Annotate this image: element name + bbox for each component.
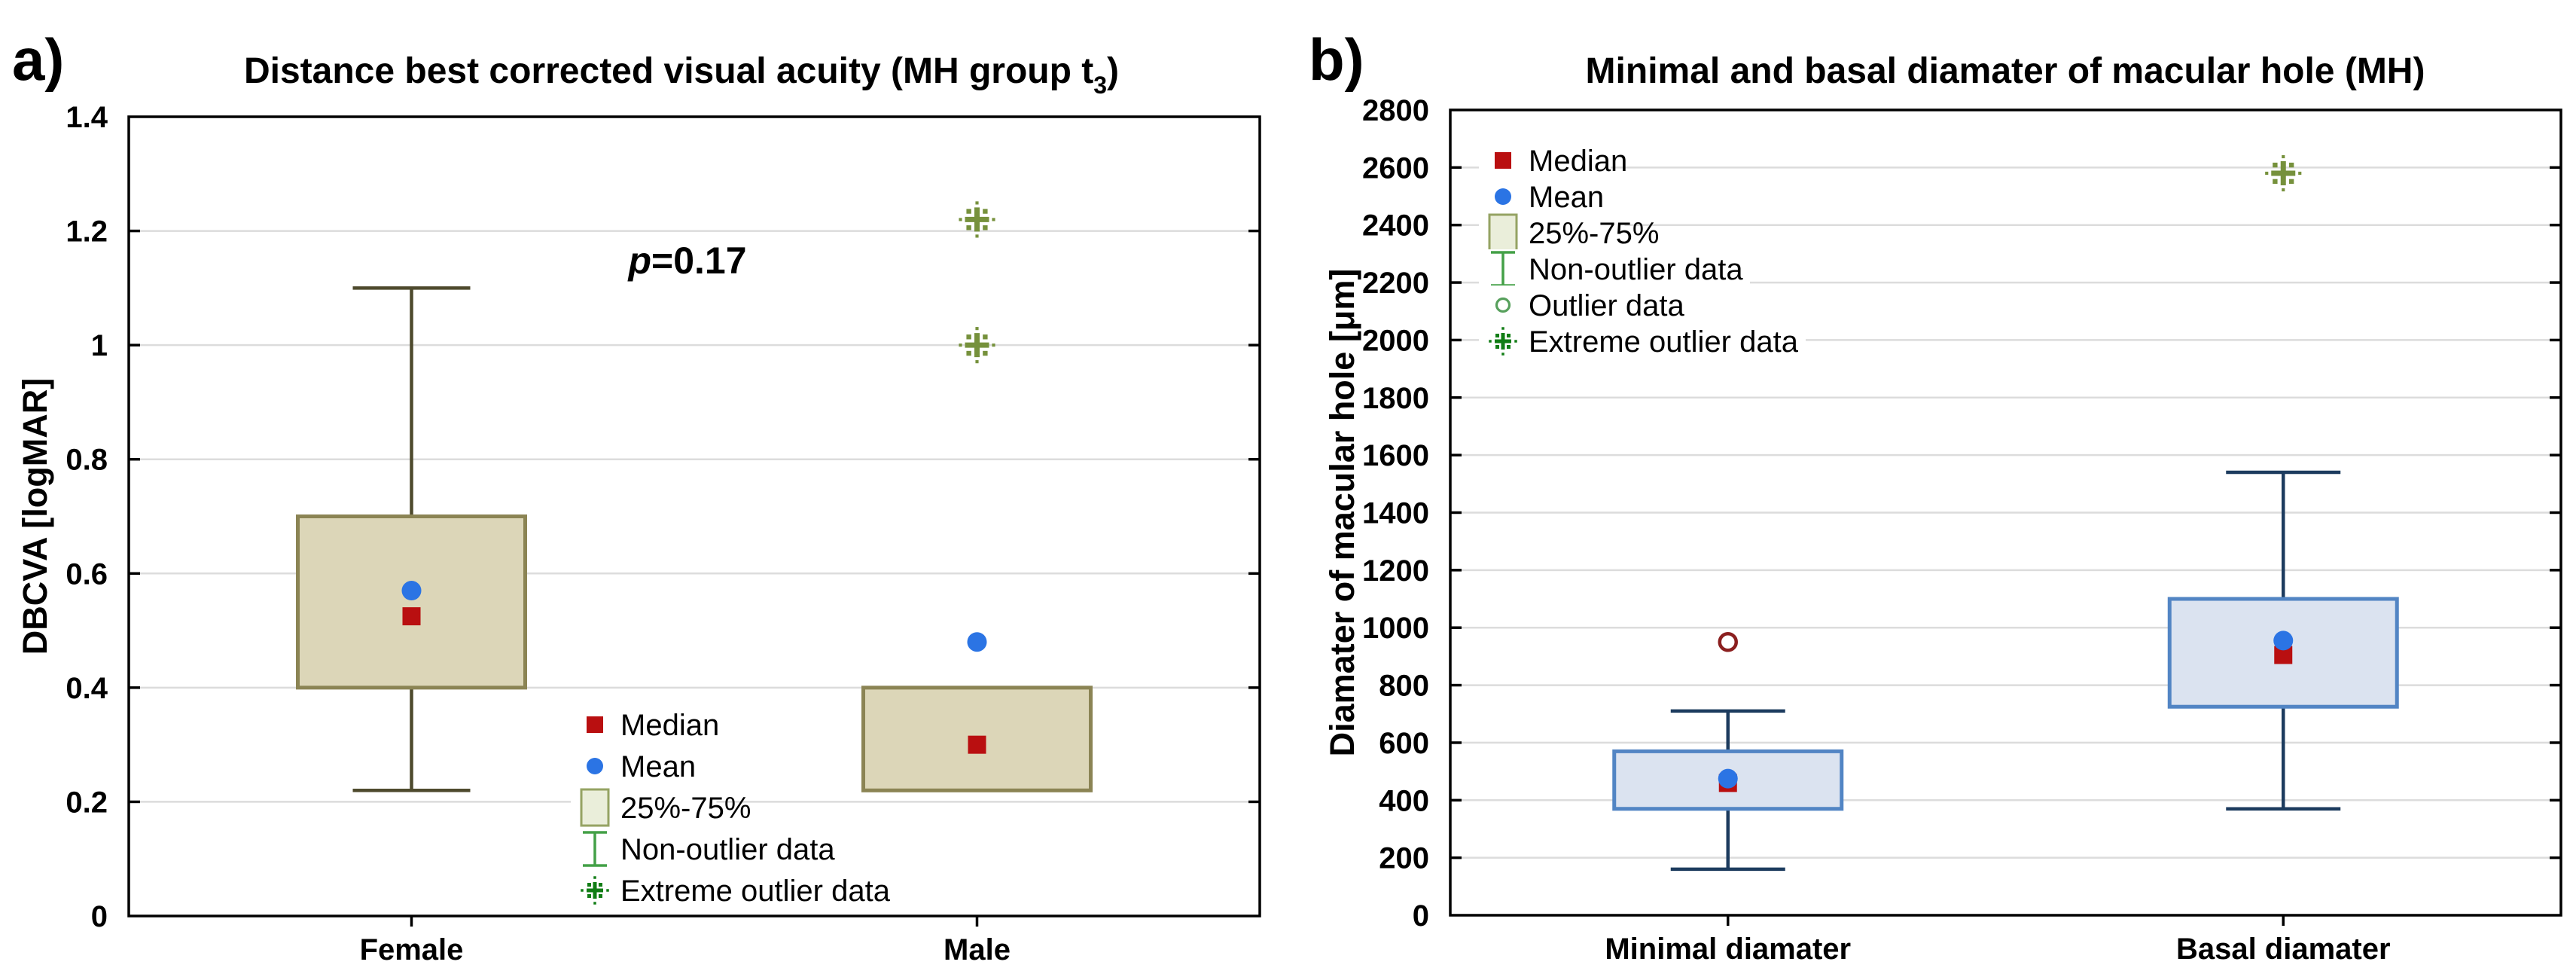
legend-item-label: Extreme outlier data [620,875,891,908]
category-label: Female [360,933,464,966]
y-axis-label: DBCVA [logMAR] [16,378,54,655]
legend-item-label: Extreme outlier data [1529,325,1799,359]
mean-marker [2273,631,2294,651]
y-tick-label: 1.2 [66,215,108,249]
y-tick-label: 1.4 [66,101,108,134]
panel-b-label: b) [1309,26,1364,93]
y-tick-label: 800 [1379,670,1429,703]
legend-mean-icon [587,758,603,774]
legend-median-icon [1495,152,1511,169]
legend-item-label: 25%-75% [620,792,751,825]
legend-item-label: Median [1529,145,1627,178]
panel-b-title: Minimal and basal diamater of macular ho… [1586,51,2425,91]
iqr-box [296,514,527,690]
extreme-outlier-marker [959,201,995,238]
mean-marker [401,581,422,601]
y-axis-label: Diamater of macular hole [μm] [1323,269,1361,757]
y-tick-label: 2000 [1362,324,1429,357]
outlier-marker [1718,632,1738,652]
legend-whisker-icon [583,831,607,867]
category-label: Male [944,933,1011,966]
y-tick-label: 0 [1413,899,1429,933]
iqr-box [1612,749,1844,811]
legend-item-bg [1479,322,1806,361]
legend-mean-icon [1495,188,1511,205]
legend-item-bg [571,829,842,869]
panel-b: b) Minimal and basal diamater of macular… [1309,26,2562,966]
y-tick-label: 0.6 [66,557,108,591]
y-tick-label: 1000 [1362,612,1429,645]
panel-a-label: a) [12,26,64,93]
legend-item-label: 25%-75% [1529,217,1659,250]
y-tick-label: 1400 [1362,497,1429,530]
plot-border [1449,108,2562,917]
y-tick-label: 400 [1379,784,1429,817]
legend-item-label: Mean [620,750,696,783]
legend-extreme-icon [1489,327,1517,356]
legend-box-icon [580,788,610,827]
y-tick-label: 0 [91,900,108,933]
boxplot-a: 0 0.2 0.4 0.6 0.8 1 1.2 1.4 DBCVA [logMAR] Female… [16,101,1261,966]
panel-a-title: Distance best corrected visual acuity (M… [244,51,1119,99]
y-tick-label: 0.2 [66,786,108,819]
legend-item-label: Median [620,709,719,742]
plot-border [127,115,1261,918]
legend-item-label: Non-outlier data [1529,253,1743,286]
y-tick-label: 0.4 [66,672,108,705]
y-tick-label: 1800 [1362,382,1429,415]
y-tick-label: 1200 [1362,554,1429,588]
legend-item-label: Outlier data [1529,289,1685,322]
legend-box-icon [1488,213,1518,252]
median-marker [402,607,421,626]
legend-median-icon [587,716,603,733]
category-label: Basal diamater [2176,933,2391,966]
legend-outlier-icon [1495,297,1511,313]
mean-marker [967,632,987,652]
y-tick-label: 200 [1379,842,1429,875]
y-tick-label: 0.8 [66,444,108,477]
boxplot-b: 0 200 400 600 800 1000 1200 1400 1600 1800 2000 220… [1323,94,2562,966]
y-tick-label: 2400 [1362,209,1429,243]
median-marker [968,735,986,754]
legend-item-bg [1479,285,1694,325]
panel-a-title-main: Distance best corrected visual acuity (M… [244,51,1093,91]
y-tick-label: 600 [1379,727,1429,760]
category-label: Minimal diamater [1605,933,1851,966]
y-tick-label: 1 [91,329,108,362]
y-tick-label: 2200 [1362,267,1429,300]
mean-marker [1718,768,1738,789]
legend-item-label: Mean [1529,181,1604,214]
panel-b-title-main: Minimal and basal diamater of macular ho… [1586,51,2425,91]
extreme-outlier-marker [2265,154,2302,192]
extreme-outlier-marker [959,327,995,364]
panel-a: a) Distance best corrected visual acuity… [12,26,1261,966]
y-tick-label: 1600 [1362,439,1429,472]
y-tick-label: 2600 [1362,151,1429,185]
legend-item-bg [571,871,898,910]
panel-a-title-suffix: ) [1107,51,1119,91]
legend-item-label: Non-outlier data [620,833,835,866]
y-tick-label: 2800 [1362,94,1429,127]
p-value-annotation: p=0.17 [626,240,746,282]
legend-extreme-icon [581,876,609,905]
legend-item-bg [1479,249,1750,289]
panel-a-title-sub: 3 [1093,72,1107,99]
